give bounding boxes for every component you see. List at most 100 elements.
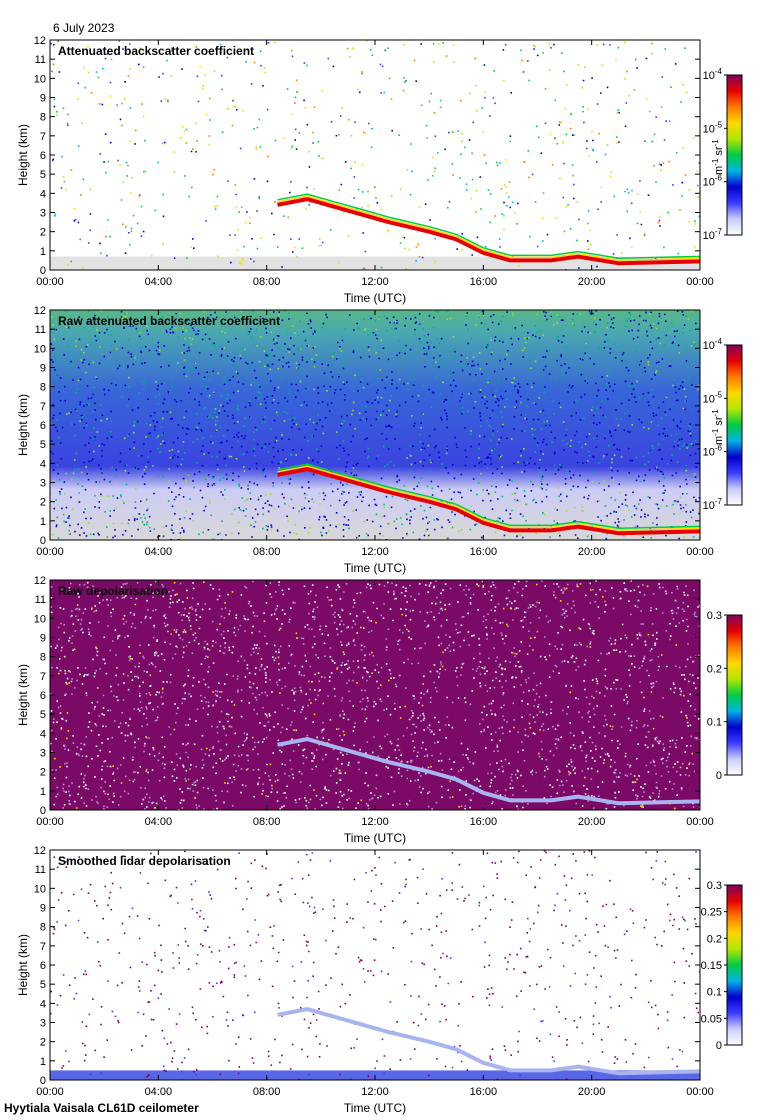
- x-tick-label: 04:00: [145, 816, 173, 828]
- y-tick-label: 1: [40, 1056, 46, 1068]
- colorbar-unit: m-1 sr-1: [711, 409, 725, 445]
- colorbar-tick-label: 0: [716, 1040, 722, 1052]
- colorbar: [726, 614, 743, 776]
- colorbar-tick-label: 0.05: [701, 1013, 722, 1025]
- y-tick-label: 2: [40, 1037, 46, 1049]
- x-tick-label: 08:00: [253, 816, 281, 828]
- colorbar: [726, 74, 743, 236]
- panel-4: Smoothed lidar depolarisation01234567891…: [16, 845, 743, 1115]
- colorbar-tick-label: 10-5: [703, 390, 723, 405]
- y-tick-label: 2: [40, 227, 46, 239]
- y-tick-label: 7: [40, 941, 46, 953]
- y-tick-label: 2: [40, 497, 46, 509]
- y-tick-label: 1: [40, 246, 46, 258]
- y-tick-label: 12: [34, 845, 46, 857]
- x-tick-label: 04:00: [145, 1086, 173, 1098]
- panel-title: Raw attenuated backscatter coefficient: [58, 314, 280, 328]
- y-tick-label: 9: [40, 633, 46, 645]
- colorbar-tick-label: 0.3: [707, 610, 722, 622]
- heatmap-field: [50, 310, 700, 540]
- y-tick-label: 10: [34, 883, 46, 895]
- cloud-layer-top: [277, 193, 700, 260]
- y-tick-label: 0: [40, 1075, 46, 1087]
- x-tick-label: 20:00: [578, 816, 606, 828]
- x-tick-label: 16:00: [470, 546, 498, 558]
- x-tick-label: 00:00: [36, 816, 64, 828]
- y-tick-label: 11: [35, 324, 46, 336]
- colorbar-tick-label: 10-7: [703, 227, 723, 242]
- x-tick-label: 00:00: [686, 1086, 714, 1098]
- x-tick-label: 00:00: [36, 546, 64, 558]
- heatmap-field: [50, 40, 700, 270]
- y-tick-label: 3: [40, 1018, 46, 1030]
- y-tick-label: 7: [40, 401, 46, 413]
- y-tick-label: 1: [40, 516, 46, 528]
- y-tick-label: 10: [34, 73, 46, 85]
- heatmap-background: [50, 580, 700, 810]
- y-tick-label: 8: [40, 652, 46, 664]
- y-tick-label: 8: [40, 382, 46, 394]
- x-tick-label: 04:00: [145, 546, 173, 558]
- y-tick-label: 10: [34, 613, 46, 625]
- y-tick-label: 7: [40, 671, 46, 683]
- y-tick-label: 12: [34, 305, 46, 317]
- y-tick-label: 8: [40, 922, 46, 934]
- y-tick-label: 1: [40, 786, 46, 798]
- colorbar-tick-label: 0.2: [707, 663, 722, 675]
- x-tick-label: 12:00: [361, 276, 389, 288]
- panel-title: Raw depolarisation: [58, 584, 168, 598]
- y-tick-label: 9: [40, 363, 46, 375]
- x-tick-label: 00:00: [36, 276, 64, 288]
- x-tick-label: 16:00: [470, 816, 498, 828]
- y-tick-label: 5: [40, 439, 46, 451]
- colorbar-tick-label: 0.1: [707, 717, 722, 729]
- colorbar-tick-label: 10-4: [703, 337, 723, 352]
- cloud-layer: [277, 737, 700, 806]
- y-axis-label: Height (km): [16, 394, 30, 456]
- x-tick-label: 20:00: [578, 1086, 606, 1098]
- colorbar-tick-label: 0.15: [701, 960, 722, 972]
- cloud-layer-edge: [277, 465, 700, 532]
- y-tick-label: 4: [40, 728, 46, 740]
- y-axis-label: Height (km): [16, 124, 30, 186]
- x-tick-label: 00:00: [686, 816, 714, 828]
- y-tick-label: 7: [40, 131, 46, 143]
- y-tick-label: 4: [40, 188, 46, 200]
- plot-area: [50, 850, 700, 1080]
- y-tick-label: 5: [40, 979, 46, 991]
- colorbar: [726, 884, 743, 1046]
- y-axis-label: Height (km): [16, 934, 30, 996]
- y-tick-label: 10: [34, 343, 46, 355]
- x-tick-label: 12:00: [361, 546, 389, 558]
- y-tick-label: 5: [40, 709, 46, 721]
- colorbar-tick-label: 0.3: [707, 880, 722, 892]
- x-tick-label: 00:00: [686, 546, 714, 558]
- x-tick-label: 04:00: [145, 276, 173, 288]
- x-axis-label: Time (UTC): [344, 561, 406, 575]
- y-tick-label: 6: [40, 960, 46, 972]
- heatmap-field: [50, 580, 700, 810]
- x-tick-label: 16:00: [470, 276, 498, 288]
- y-tick-label: 3: [40, 748, 46, 760]
- cloud-layer-top: [277, 463, 700, 530]
- cloud-layer-edge: [277, 195, 700, 262]
- y-tick-label: 0: [40, 805, 46, 817]
- y-tick-label: 0: [40, 265, 46, 277]
- colorbar-tick-label: 0.25: [701, 907, 722, 919]
- y-tick-label: 11: [35, 54, 46, 66]
- panel-1: Attenuated backscatter coefficient012345…: [16, 35, 743, 305]
- y-tick-label: 6: [40, 150, 46, 162]
- cloud-layer: [277, 197, 700, 266]
- x-axis-label: Time (UTC): [344, 1101, 406, 1115]
- y-tick-label: 6: [40, 690, 46, 702]
- instrument-label: Hyytiala Vaisala CL61D ceilometer: [4, 1101, 199, 1115]
- colorbar-tick-label: 0.1: [707, 987, 722, 999]
- x-tick-label: 00:00: [36, 1086, 64, 1098]
- date-label: 6 July 2023: [53, 21, 115, 35]
- colorbar-tick-label: 0.2: [707, 933, 722, 945]
- x-tick-label: 12:00: [361, 816, 389, 828]
- y-tick-label: 3: [40, 208, 46, 220]
- y-tick-label: 4: [40, 998, 46, 1010]
- x-tick-label: 16:00: [470, 1086, 498, 1098]
- x-axis-label: Time (UTC): [344, 291, 406, 305]
